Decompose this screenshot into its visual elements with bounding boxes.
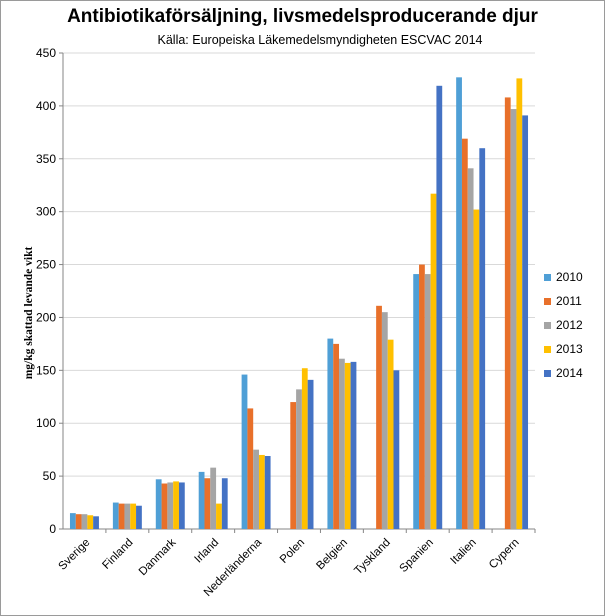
bar-2014-cypern [522, 115, 529, 530]
y-tick-label: 250 [36, 258, 56, 272]
legend-label-2012: 2012 [556, 318, 583, 332]
bar-2014-nederländerna [264, 456, 271, 529]
y-tick-label: 400 [36, 99, 56, 113]
bar-2014-italien [479, 148, 486, 529]
category-labels: Sverige Finland Danmark IrlandNederländerna… [57, 529, 536, 599]
bar-2011-irland [204, 478, 211, 529]
bar-2012-italien [467, 168, 474, 529]
bar-2014-irland [221, 478, 228, 529]
bar-2011-sverige [75, 514, 82, 529]
category-label: Danmark [137, 536, 179, 578]
bar-2013-finland [130, 503, 137, 529]
y-tick-label: 200 [36, 310, 56, 324]
category-label: Belgien [314, 537, 350, 573]
category-label: Tyskland [352, 537, 393, 578]
bar-2010-sverige [69, 513, 76, 529]
y-tick-label: 300 [36, 205, 56, 219]
bar-2013-polen [301, 368, 308, 529]
category-label: Finland [100, 537, 135, 572]
bar-2011-spanien [419, 264, 425, 529]
bar-2010-irland [198, 471, 205, 529]
bar-2011-finland [118, 503, 125, 529]
bar-2010-spanien [413, 274, 420, 529]
bar-2010-danmark [155, 479, 162, 529]
bar-2012-nederländerna [253, 449, 259, 529]
bar-2014-belgien [350, 361, 357, 529]
bar-2012-danmark [167, 482, 174, 529]
bar-2013-danmark [173, 481, 179, 529]
bar-2013-irland [216, 503, 222, 529]
bar-2010-italien [456, 77, 462, 529]
bar-2014-tyskland [393, 370, 400, 529]
legend-swatch-2011 [544, 298, 551, 305]
legend-label-2014: 2014 [556, 366, 583, 380]
bars [69, 77, 529, 530]
legend-swatch-2012 [544, 322, 551, 329]
bar-2012-spanien [424, 274, 431, 529]
bar-2014-sverige [93, 516, 99, 529]
legend-swatch-2010 [544, 274, 551, 281]
bar-2012-polen [296, 389, 302, 529]
chart-subtitle: Källa: Europeiska Läkemedelsmyndigheten … [157, 33, 483, 47]
bar-2011-cypern [504, 97, 511, 529]
bar-2011-danmark [161, 483, 168, 529]
bar-2011-tyskland [376, 305, 382, 529]
category-label: Spanien [398, 537, 436, 575]
legend-label-2011: 2011 [556, 294, 582, 308]
category-label: Irland [192, 537, 221, 566]
bar-2010-nederländerna [241, 374, 248, 529]
y-tick-label: 0 [49, 522, 56, 536]
category-label: Italien [449, 537, 479, 567]
bar-2011-italien [461, 138, 468, 529]
y-tick-label: 350 [36, 152, 56, 166]
bar-2013-nederländerna [258, 454, 265, 529]
bar-2014-danmark [178, 482, 185, 529]
bar-2013-spanien [430, 193, 437, 529]
bar-2012-belgien [339, 358, 345, 529]
y-tick-label: 450 [36, 46, 56, 60]
bar-2014-polen [307, 379, 314, 529]
bar-2010-finland [112, 502, 119, 529]
category-label: Sverige [57, 537, 93, 573]
bar-2013-tyskland [387, 339, 394, 529]
bar-2012-cypern [510, 109, 517, 529]
bar-2013-belgien [344, 362, 351, 529]
bar-2010-belgien [327, 338, 334, 529]
chart-title: Antibiotikaförsäljning, livsmedelsproduc… [67, 6, 538, 27]
legend-swatch-2014 [544, 370, 551, 377]
bar-2013-italien [473, 209, 480, 529]
legend-swatch-2013 [544, 346, 551, 353]
bar-2013-sverige [87, 515, 94, 529]
y-tick-label: 150 [36, 363, 56, 377]
y-tick-label: 100 [36, 416, 56, 430]
bar-2014-spanien [436, 85, 443, 530]
y-tick-labels: 0 50 100 150 200 250 300 350 400 450 [36, 46, 63, 536]
y-axis-title: mg/kg skattad levande vikt [23, 247, 35, 380]
bar-2014-finland [136, 505, 142, 529]
bar-2012-irland [210, 467, 217, 529]
bar-2011-nederländerna [247, 408, 254, 529]
bar-2012-sverige [81, 514, 88, 529]
category-label: Cypern [487, 537, 522, 572]
bar-2011-belgien [333, 343, 340, 529]
legend-label-2010: 2010 [556, 270, 583, 284]
bar-2012-finland [124, 503, 131, 529]
legend: 2010 2011 2012 2013 2014 [544, 270, 583, 380]
bar-2012-tyskland [381, 312, 388, 529]
category-label: Polen [278, 537, 307, 566]
y-tick-label: 50 [43, 469, 57, 483]
bar-2011-polen [290, 402, 297, 529]
legend-label-2013: 2013 [556, 342, 583, 356]
bar-2013-cypern [516, 78, 523, 530]
